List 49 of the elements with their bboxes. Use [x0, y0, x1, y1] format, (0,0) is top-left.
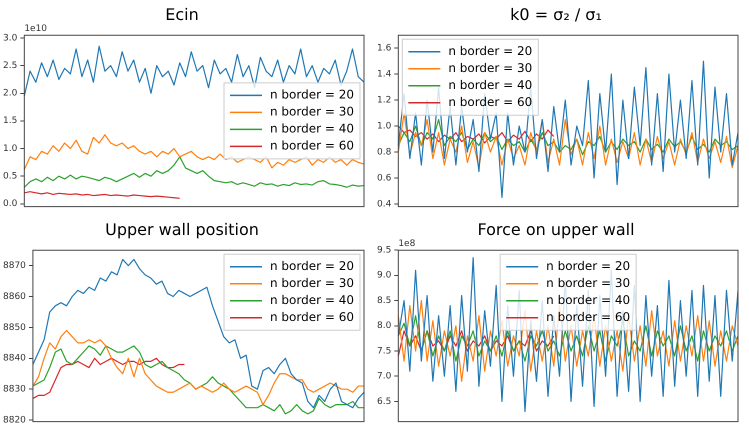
- y-tick-label: 0.0: [2, 199, 18, 210]
- chart-title: Force on upper wall: [477, 220, 635, 239]
- y-tick-label: 2.0: [2, 88, 18, 99]
- legend-label: n border = 30: [270, 104, 354, 119]
- chart-title: Ecin: [165, 4, 199, 24]
- y-tick-label: 0.6: [376, 173, 392, 184]
- legend-label: n border = 20: [270, 88, 354, 102]
- y-tick-label: 8.0: [376, 321, 392, 332]
- y-tick-label: 6.5: [376, 396, 392, 407]
- y-tick-label: 8830: [3, 384, 26, 395]
- legend-label: n border = 60: [546, 310, 630, 324]
- legend-label: n border = 40: [270, 122, 354, 136]
- legend-label: n border = 40: [546, 292, 630, 307]
- chart-title: k0 = σ₂ / σ₁: [510, 4, 602, 24]
- legend-label: n border = 60: [270, 310, 354, 324]
- y-tick-label: 8820: [3, 415, 26, 426]
- y-tick-label: 9.5: [376, 246, 392, 256]
- y-tick-label: 7.5: [376, 346, 392, 356]
- y-tick-label: 1.2: [376, 95, 392, 106]
- y-tick-label: 1.6: [376, 44, 392, 54]
- y-tick-label: 0.4: [376, 199, 392, 210]
- y-tick-label: 8860: [3, 292, 26, 302]
- y-tick-label: 8.5: [376, 296, 392, 306]
- y-tick-label: 1.4: [376, 70, 392, 80]
- y-tick-label: 1.0: [2, 144, 18, 154]
- y-tick-label: 0.8: [376, 147, 392, 158]
- legend-label: n border = 30: [448, 60, 532, 75]
- y-tick-label: 0.5: [2, 172, 18, 182]
- y-tick-label: 1.5: [2, 116, 18, 126]
- y-tick-label: 8840: [3, 354, 26, 364]
- legend-label: n border = 20: [546, 258, 630, 273]
- legend-label: n border = 30: [270, 276, 354, 290]
- text: 1e8: [398, 239, 416, 250]
- y-tick-label: 7.0: [376, 372, 392, 382]
- legend-label: n border = 40: [270, 292, 354, 307]
- y-tick-label: 9.0: [376, 270, 392, 281]
- legend-label: n border = 20: [270, 258, 354, 273]
- chart-title: Upper wall position: [105, 220, 259, 239]
- y-tick-label: 3.0: [2, 33, 18, 44]
- legend-label: n border = 60: [270, 138, 354, 153]
- y-tick-label: 8870: [3, 260, 26, 271]
- legend-label: n border = 20: [448, 44, 532, 58]
- y-tick-label: 1.0: [376, 121, 392, 132]
- legend-label: n border = 40: [448, 78, 532, 92]
- legend-label: n border = 30: [546, 276, 630, 290]
- y-tick-label: 8850: [3, 322, 26, 333]
- legend-label: n border = 60: [448, 94, 532, 109]
- text: 1e10: [24, 24, 48, 34]
- y-tick-label: 2.5: [2, 60, 18, 71]
